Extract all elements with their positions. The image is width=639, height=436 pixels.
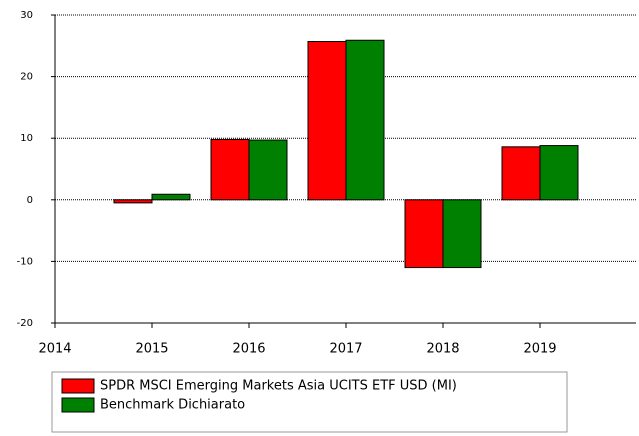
legend-label: Benchmark Dichiarato bbox=[100, 398, 245, 413]
x-tick-label: 2017 bbox=[329, 342, 362, 357]
y-tick-label: 20 bbox=[20, 72, 33, 83]
legend-box bbox=[51, 371, 568, 433]
y-tick-label: 30 bbox=[20, 10, 33, 21]
bar bbox=[442, 199, 482, 269]
legend-swatch bbox=[61, 397, 95, 413]
x-tick-label: 2016 bbox=[232, 342, 265, 357]
x-tick-label: 2014 bbox=[38, 342, 71, 357]
legend-label: SPDR MSCI Emerging Markets Asia UCITS ET… bbox=[100, 379, 457, 394]
bar bbox=[210, 138, 250, 201]
x-tick-label: 2015 bbox=[135, 342, 168, 357]
y-tick-label: 0 bbox=[27, 195, 33, 206]
bar bbox=[307, 40, 347, 201]
bar bbox=[113, 199, 153, 204]
legend-swatch bbox=[61, 378, 95, 394]
y-tick-label: -20 bbox=[17, 318, 33, 329]
y-tick-label: 10 bbox=[20, 133, 33, 144]
x-tick-label: 2019 bbox=[523, 342, 556, 357]
bar bbox=[539, 145, 579, 201]
bar bbox=[501, 146, 541, 201]
y-tick-label: -10 bbox=[17, 256, 33, 267]
bar bbox=[404, 199, 444, 269]
bar bbox=[248, 139, 288, 201]
x-tick-label: 2018 bbox=[426, 342, 459, 357]
bar bbox=[151, 193, 191, 201]
bar bbox=[345, 39, 385, 201]
